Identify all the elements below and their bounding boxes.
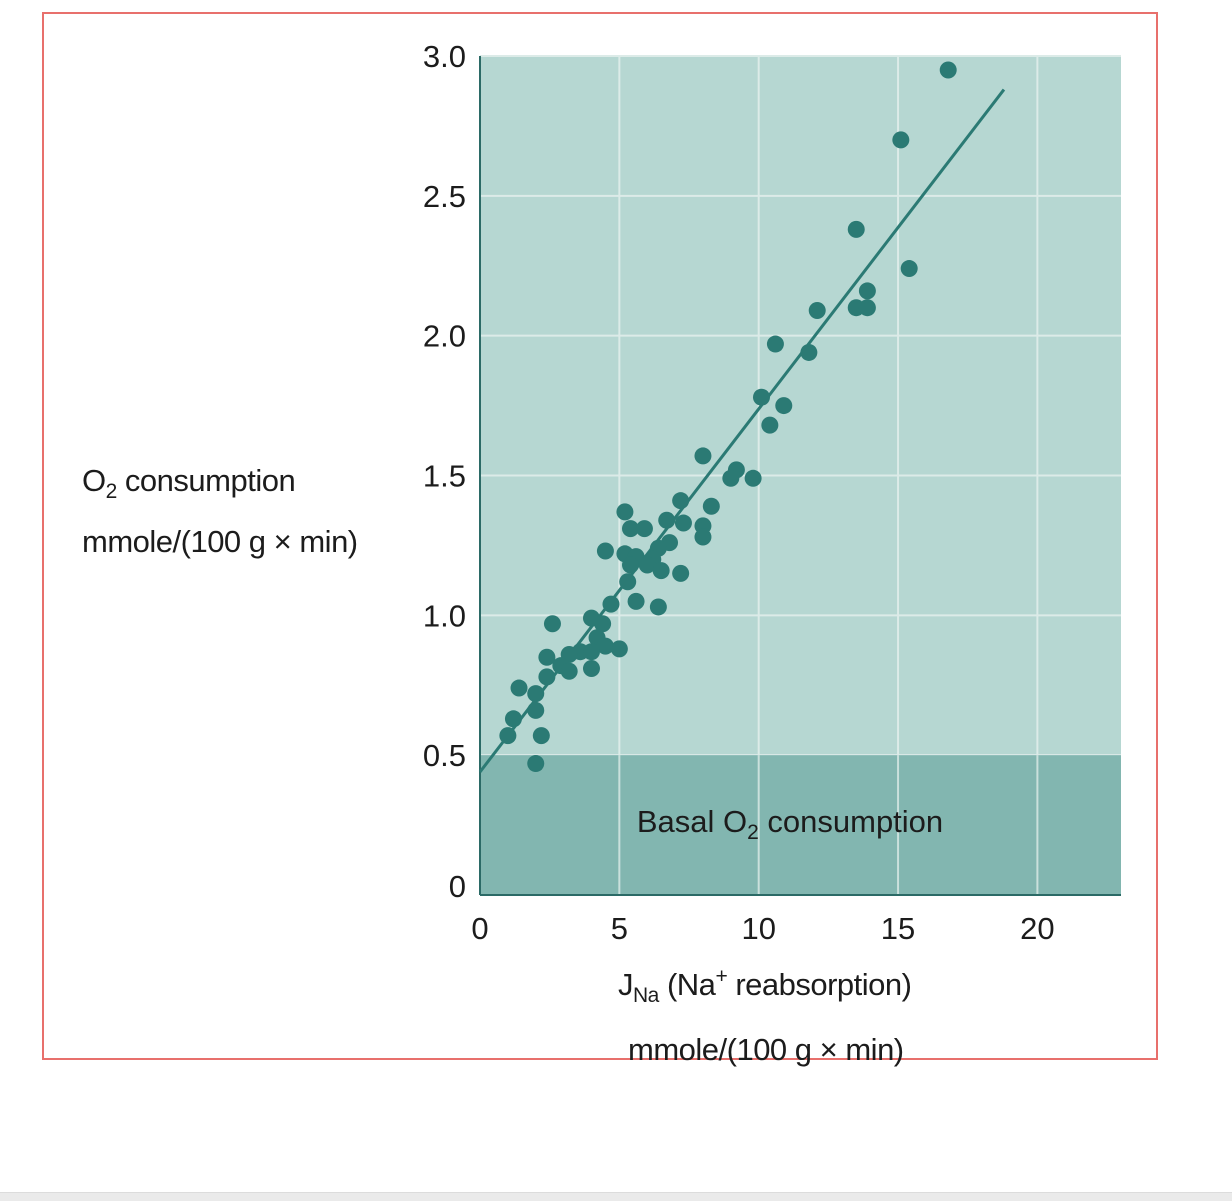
data-point [847,220,865,238]
data-point [532,727,550,745]
data-point [619,573,637,591]
data-point [560,662,578,680]
x-axis-label-line1: JNa (Na+ reabsorption) [618,965,912,1007]
data-point [538,668,556,686]
y-tick-label: 3.0 [423,39,466,74]
data-point [510,679,528,697]
data-point [602,595,620,613]
data-point [543,615,561,633]
data-point [702,497,720,515]
data-point [627,592,645,610]
y-axis-label-line2: mmole/(100 g × min) [82,524,358,559]
data-point [527,701,545,719]
data-points [499,61,957,773]
data-point [610,640,628,658]
data-point [621,520,639,538]
data-point [649,598,667,616]
data-point [892,131,910,149]
y-tick-label: 0 [449,869,466,904]
data-point [858,282,876,300]
y-tick-label: 0.5 [423,738,466,773]
y-tick-label: 2.0 [423,319,466,354]
data-point [596,637,614,655]
data-point [672,564,690,582]
y-tick-label: 1.5 [423,459,466,494]
data-point [594,615,612,633]
data-point [527,755,545,773]
data-point [672,492,690,510]
data-point [538,648,556,666]
data-point [808,301,826,319]
data-point [582,659,600,677]
tick-labels: 0 5 10 15 20 0 0.5 1.0 1.5 2.0 2.5 3.0 [423,39,1055,946]
y-tick-label: 1.0 [423,598,466,633]
data-point [722,469,740,487]
data-point [638,556,656,574]
x-tick-label: 0 [471,911,488,946]
data-point [858,299,876,317]
x-tick-label: 20 [1020,911,1054,946]
data-point [616,503,634,521]
data-point [775,397,793,415]
y-tick-label: 2.5 [423,179,466,214]
data-point [596,542,614,560]
data-point [752,388,770,406]
data-point [744,469,762,487]
axes [479,56,1121,896]
x-tick-label: 5 [611,911,628,946]
x-axis-label: JNa (Na+ reabsorption) mmole/(100 g × mi… [618,950,912,1077]
bottom-scrollbar-strip [0,1192,1232,1201]
x-tick-label: 10 [741,911,775,946]
data-point [800,343,818,361]
data-point [694,528,712,546]
basal-region [480,755,1121,895]
y-axis-label-line1: O2 consumption [82,463,296,503]
x-tick-label: 15 [881,911,915,946]
data-point [900,260,918,278]
data-point [527,685,545,703]
data-point [761,416,779,434]
data-point [658,511,676,529]
data-point [582,643,600,661]
data-point [652,562,670,580]
data-point [674,514,692,532]
x-axis-label-line2: mmole/(100 g × min) [628,1032,904,1067]
data-point [939,61,957,79]
data-point [504,710,522,728]
data-point [635,520,653,538]
data-point [499,727,517,745]
figure-frame [42,12,1158,1060]
data-point [766,335,784,353]
basal-region-label: Basal O2 consumption [637,804,943,844]
data-point [694,447,712,465]
y-axis-label: O2 consumption mmole/(100 g × min) [82,456,358,567]
data-point [621,556,639,574]
